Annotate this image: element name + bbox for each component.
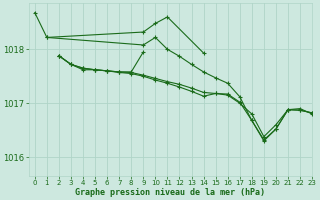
X-axis label: Graphe pression niveau de la mer (hPa): Graphe pression niveau de la mer (hPa)	[76, 188, 265, 197]
